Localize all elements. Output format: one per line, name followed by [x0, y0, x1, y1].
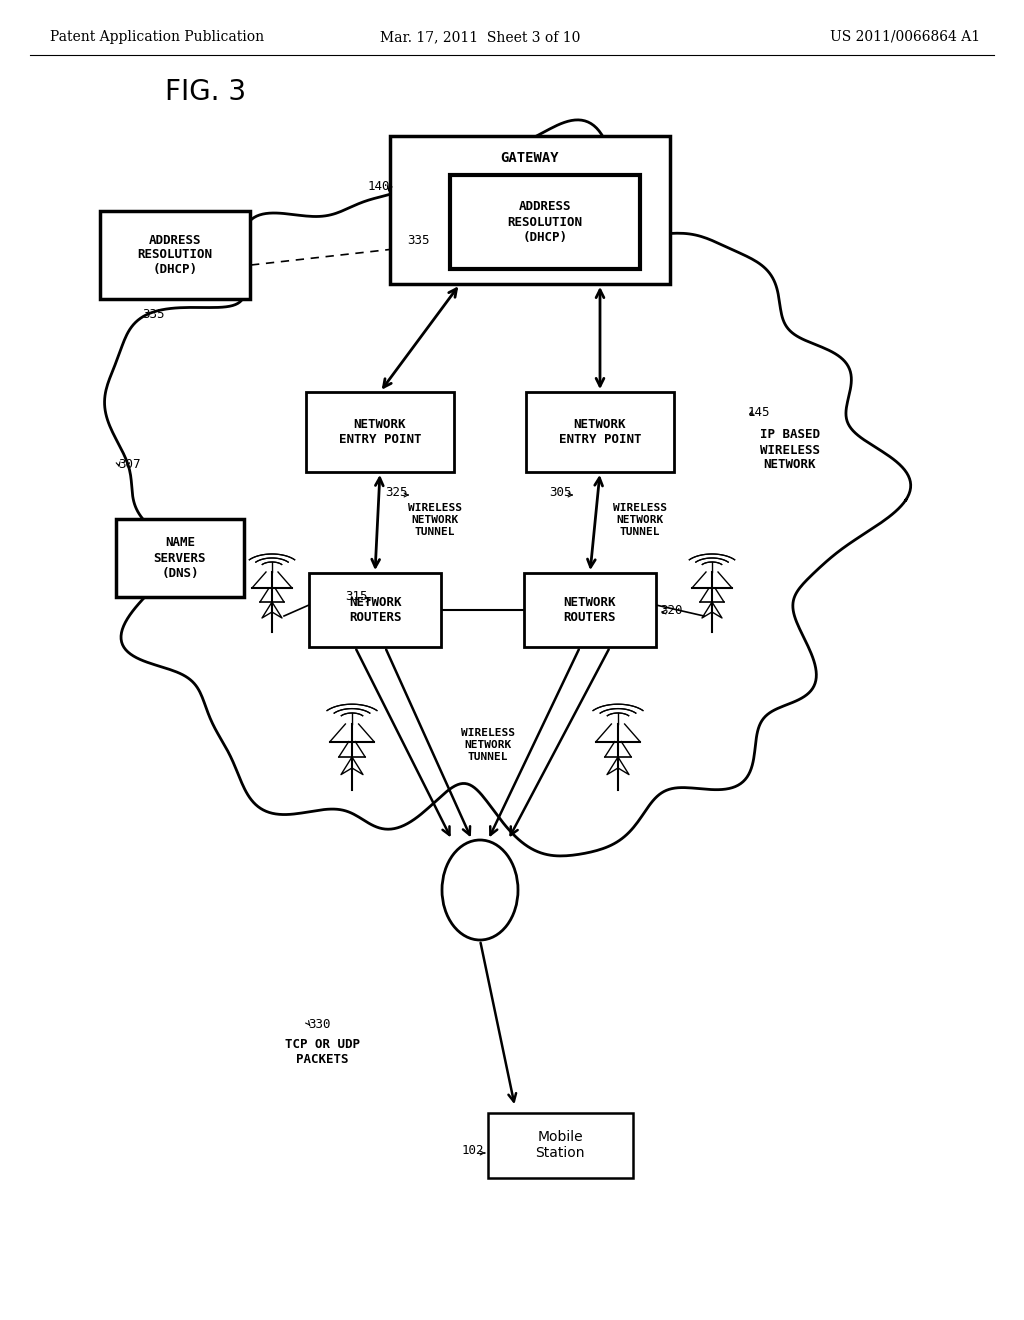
Bar [100, 211, 250, 300]
Text: 335: 335 [142, 308, 165, 321]
Bar [309, 573, 441, 647]
Bar [487, 1113, 633, 1177]
Text: 145: 145 [748, 405, 770, 418]
Text: FIG. 3: FIG. 3 [165, 78, 246, 106]
Text: NETWORK
ROUTERS: NETWORK ROUTERS [349, 597, 401, 624]
Text: NAME
SERVERS
(DNS): NAME SERVERS (DNS) [154, 536, 206, 579]
Text: Patent Application Publication: Patent Application Publication [50, 30, 264, 44]
Bar [390, 136, 670, 284]
Bar [450, 176, 640, 269]
Text: ADDRESS
RESOLUTION
(DHCP): ADDRESS RESOLUTION (DHCP) [508, 201, 583, 243]
Text: IP BASED
WIRELESS
NETWORK: IP BASED WIRELESS NETWORK [760, 429, 820, 471]
Text: 307: 307 [118, 458, 140, 470]
Bar [524, 573, 656, 647]
Text: Mobile
Station: Mobile Station [536, 1130, 585, 1160]
Text: WIRELESS
NETWORK
TUNNEL: WIRELESS NETWORK TUNNEL [461, 729, 515, 762]
Text: US 2011/0066864 A1: US 2011/0066864 A1 [829, 30, 980, 44]
Text: 330: 330 [308, 1019, 331, 1031]
Text: NETWORK
ROUTERS: NETWORK ROUTERS [564, 597, 616, 624]
Text: ADDRESS
RESOLUTION
(DHCP): ADDRESS RESOLUTION (DHCP) [137, 234, 213, 276]
Text: WIRELESS
NETWORK
TUNNEL: WIRELESS NETWORK TUNNEL [408, 503, 462, 537]
Text: 140: 140 [368, 181, 390, 194]
Text: 320: 320 [660, 603, 683, 616]
Bar [526, 392, 674, 473]
Text: WIRELESS
NETWORK
TUNNEL: WIRELESS NETWORK TUNNEL [613, 503, 667, 537]
Text: 335: 335 [408, 234, 430, 247]
Text: 305: 305 [550, 486, 572, 499]
Text: 315: 315 [345, 590, 368, 603]
Bar [116, 519, 244, 597]
Text: Mar. 17, 2011  Sheet 3 of 10: Mar. 17, 2011 Sheet 3 of 10 [380, 30, 581, 44]
Text: TCP OR UDP
PACKETS: TCP OR UDP PACKETS [285, 1038, 360, 1067]
Text: GATEWAY: GATEWAY [501, 150, 559, 165]
Text: 102: 102 [462, 1143, 484, 1156]
Bar [306, 392, 454, 473]
Text: NETWORK
ENTRY POINT: NETWORK ENTRY POINT [559, 418, 641, 446]
Text: NETWORK
ENTRY POINT: NETWORK ENTRY POINT [339, 418, 421, 446]
Text: 325: 325 [385, 486, 408, 499]
